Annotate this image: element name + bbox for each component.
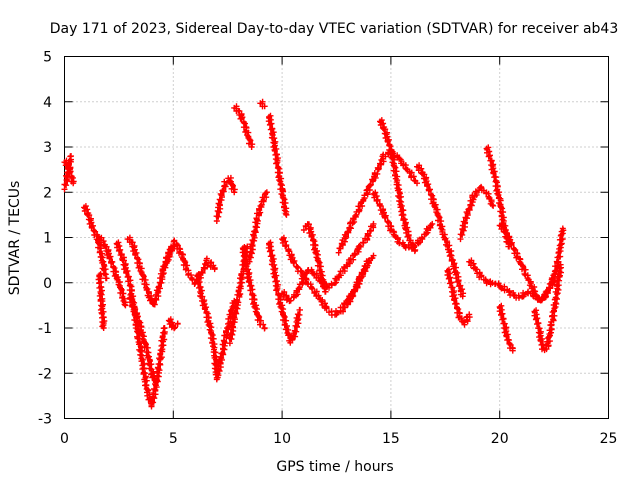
x-tick-label: 25 [600, 431, 618, 447]
data-point-markers [213, 297, 238, 383]
series-t25 [340, 257, 373, 315]
data-points [61, 98, 567, 410]
series-t2 [61, 153, 75, 193]
y-tick-label: 2 [43, 185, 52, 201]
y-tick-label: 4 [43, 95, 52, 111]
series-t9 [126, 293, 159, 386]
series-t16 [231, 103, 256, 150]
data-point-markers [194, 271, 221, 381]
data-point-markers [159, 237, 218, 287]
series-t26 [335, 148, 421, 256]
series-t21 [265, 239, 303, 346]
data-point-markers [414, 162, 467, 300]
series-t13 [213, 297, 238, 383]
data-point-markers [126, 293, 159, 386]
y-tick-label: -1 [38, 321, 52, 337]
data-point-markers [531, 261, 564, 354]
series-t14 [213, 174, 238, 224]
data-point-markers [113, 239, 155, 408]
x-tick-label: 20 [491, 431, 509, 447]
data-point-markers [231, 103, 256, 150]
plot-frame [64, 56, 609, 419]
data-point-markers [496, 302, 516, 354]
data-point-markers [265, 112, 290, 218]
y-axis-label: SDTVAR / TECUs [7, 181, 23, 296]
y-tick-label: -3 [38, 412, 52, 428]
data-point-markers [61, 153, 75, 193]
data-point-markers [95, 271, 108, 331]
data-point-markers [265, 239, 303, 346]
series-t28 [370, 189, 436, 251]
data-point-markers [257, 98, 268, 110]
series-t6 [113, 239, 155, 408]
y-tick-label: 3 [43, 140, 52, 156]
series-t29 [414, 162, 467, 300]
series-t10 [159, 237, 218, 287]
data-point-markers [239, 244, 268, 332]
x-tick-label: 5 [169, 431, 178, 447]
series-t31 [457, 183, 497, 243]
series-t12 [194, 271, 221, 381]
data-point-markers [370, 189, 436, 251]
data-point-markers [96, 234, 129, 309]
x-tick-label: 10 [273, 431, 291, 447]
series-t5 [95, 271, 108, 331]
y-tick-label: 0 [43, 276, 52, 292]
series-t35 [496, 302, 516, 354]
data-point-markers [457, 183, 497, 243]
series-t36 [531, 261, 564, 354]
data-point-markers [496, 221, 567, 304]
data-point-markers [444, 266, 473, 328]
series-t24 [300, 221, 330, 295]
series-t18 [246, 189, 270, 265]
series-t17 [239, 244, 268, 332]
series-t11 [165, 316, 181, 332]
series-t27 [377, 117, 419, 255]
y-tick-label: 1 [43, 231, 52, 247]
data-point-markers [246, 189, 270, 265]
data-point-markers [335, 148, 421, 256]
data-point-markers [213, 174, 238, 224]
series-t19 [257, 98, 268, 110]
series-t4 [96, 234, 129, 309]
y-tick-label: 5 [43, 50, 52, 66]
data-point-markers [300, 221, 330, 295]
y-tick-label: -2 [38, 366, 52, 382]
series-t30 [444, 266, 473, 328]
x-tick-label: 0 [60, 431, 69, 447]
data-point-markers [377, 117, 419, 255]
data-point-markers [340, 257, 373, 315]
x-axis-label: GPS time / hours [276, 459, 393, 475]
series-t34 [496, 221, 567, 304]
chart-title: Day 171 of 2023, Sidereal Day-to-day VTE… [50, 21, 619, 37]
x-tick-label: 15 [382, 431, 400, 447]
data-point-markers [165, 316, 181, 332]
series-t20 [265, 112, 290, 218]
axis-ticks: 0 5 10 15 20 25 -3 -2 -1 0 1 2 3 4 5 [38, 50, 617, 448]
